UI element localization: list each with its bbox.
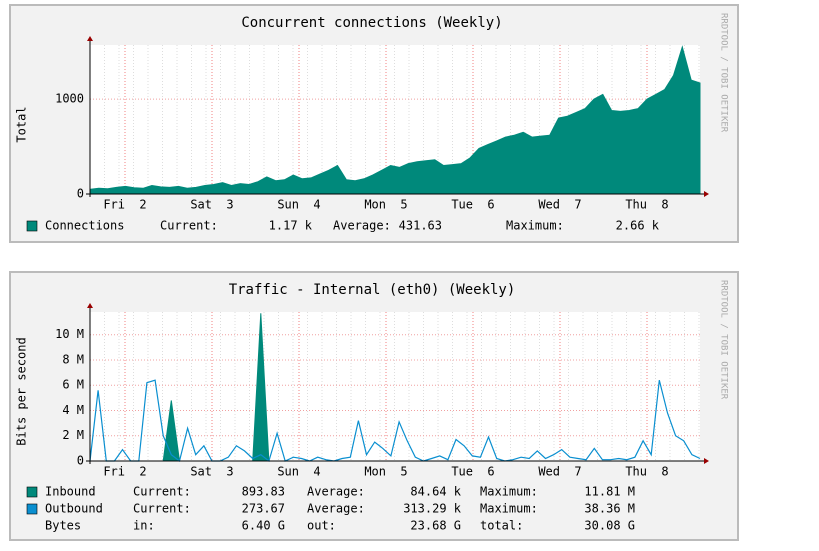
y-axis-arrow — [87, 303, 93, 308]
totals-stat: out: — [307, 519, 336, 533]
legend-stat: 1.17 k — [269, 219, 313, 233]
side-text: RRDTOOL / TOBI OETIKER — [719, 13, 729, 133]
legend-stat: 313.29 k — [403, 502, 462, 516]
totals-stat: 6.40 G — [242, 519, 285, 533]
totals-label: Bytes — [45, 519, 81, 533]
legend-stat: 2.66 k — [616, 219, 660, 233]
legend-label: Connections — [45, 219, 124, 233]
totals-stat: 30.08 G — [584, 519, 635, 533]
y-tick-label: 6 M — [62, 378, 84, 392]
chart-title: Concurrent connections (Weekly) — [241, 15, 502, 31]
legend-label: Inbound — [45, 485, 96, 499]
legend-stat: Maximum: — [480, 485, 538, 499]
totals-stat: in: — [133, 519, 155, 533]
y-tick-label: 4 M — [62, 403, 84, 417]
legend-stat: Average: — [307, 502, 365, 516]
x-tick-label: Sat 3 — [190, 198, 233, 212]
legend-stat: 893.83 — [242, 485, 285, 499]
legend-stat: Current: — [133, 502, 191, 516]
legend-stat: 11.81 M — [584, 485, 635, 499]
legend-stat: Current: — [133, 485, 191, 499]
legend-stat: 84.64 k — [410, 485, 461, 499]
legend-stat: Current: — [160, 219, 218, 233]
x-tick-label: Wed 7 — [538, 198, 581, 212]
legend-swatch — [26, 503, 38, 515]
y-tick-label: 0 — [77, 454, 84, 468]
x-tick-label: Wed 7 — [538, 465, 581, 479]
y-axis-arrow — [87, 36, 93, 41]
series-area — [89, 45, 701, 195]
totals-stat: 23.68 G — [410, 519, 461, 533]
legend-swatch — [26, 220, 38, 232]
legend-stat: Average: — [307, 485, 365, 499]
y-tick-label: 2 M — [62, 428, 84, 442]
legend-stat: 431.63 — [399, 219, 442, 233]
side-text: RRDTOOL / TOBI OETIKER — [719, 280, 729, 400]
chart-title: Traffic - Internal (eth0) (Weekly) — [229, 282, 516, 298]
x-tick-label: Tue 6 — [451, 465, 494, 479]
x-tick-label: Sun 4 — [277, 465, 320, 479]
y-tick-label: 1000 — [55, 92, 84, 106]
legend-stat: Maximum: — [506, 219, 564, 233]
x-axis-arrow — [704, 458, 709, 464]
legend-stat: 273.67 — [242, 502, 285, 516]
y-tick-label: 10 M — [55, 327, 84, 341]
x-tick-label: Sat 3 — [190, 465, 233, 479]
legend-stat: 38.36 M — [584, 502, 635, 516]
x-tick-label: Fri 2 — [103, 465, 146, 479]
y-axis-label: Bits per second — [15, 337, 29, 445]
x-tick-label: Mon 5 — [364, 198, 407, 212]
legend-swatch — [26, 486, 38, 498]
series-line — [89, 379, 701, 463]
x-axis-arrow — [704, 191, 709, 197]
x-tick-label: Tue 6 — [451, 198, 494, 212]
x-tick-label: Mon 5 — [364, 465, 407, 479]
y-tick-label: 8 M — [62, 352, 84, 366]
legend-stat: Average: — [333, 219, 391, 233]
y-tick-label: 0 — [77, 187, 84, 201]
x-tick-label: Sun 4 — [277, 198, 320, 212]
x-tick-label: Thu 8 — [625, 465, 668, 479]
x-tick-label: Thu 8 — [625, 198, 668, 212]
y-axis-label: Total — [15, 106, 29, 142]
x-tick-label: Fri 2 — [103, 198, 146, 212]
totals-stat: total: — [480, 519, 523, 533]
legend-stat: Maximum: — [480, 502, 538, 516]
legend-label: Outbound — [45, 502, 103, 516]
